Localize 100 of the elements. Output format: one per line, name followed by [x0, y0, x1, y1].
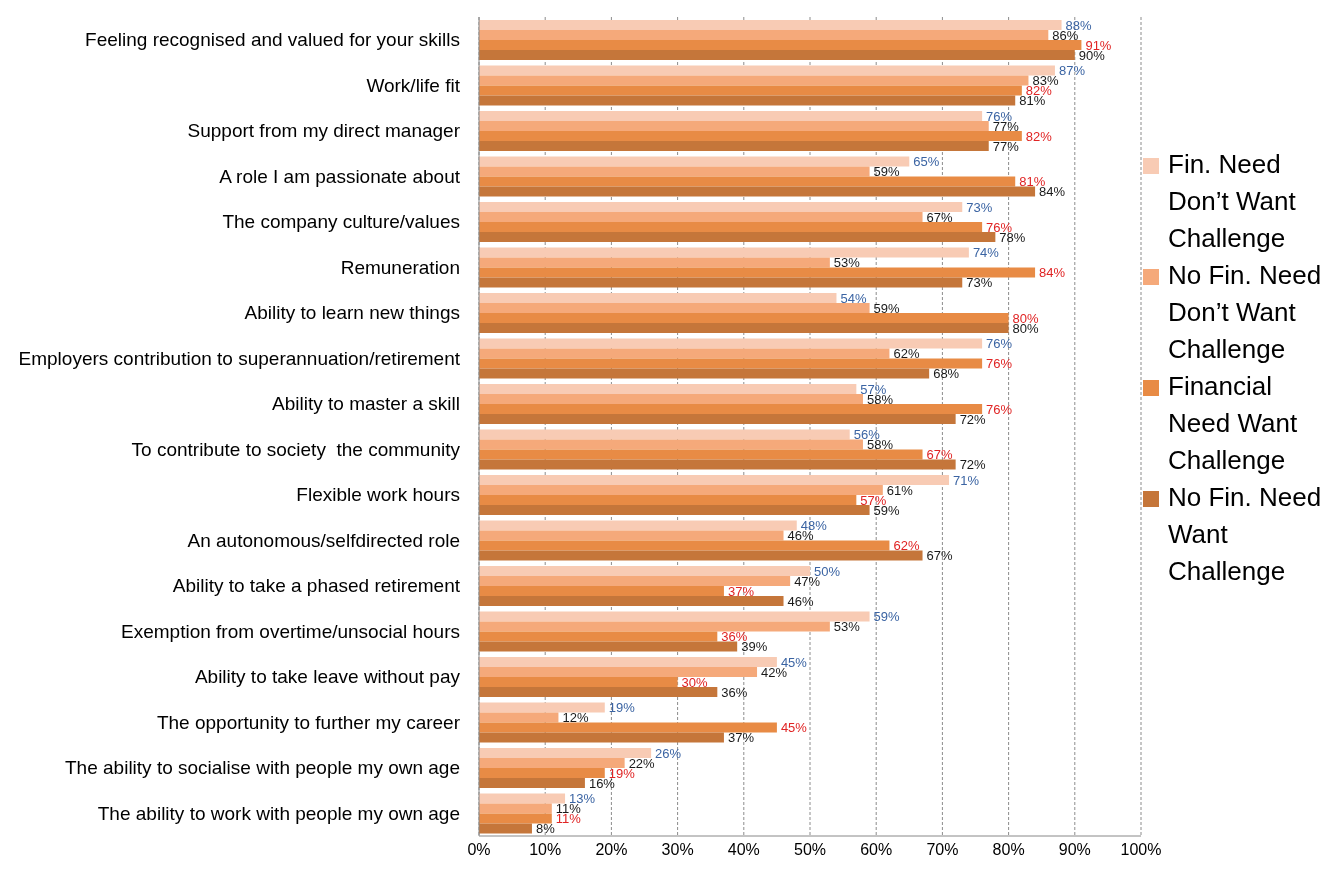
bar	[479, 677, 678, 687]
legend-label: Financial Need Want Challenge	[1168, 370, 1299, 477]
bar	[479, 358, 983, 369]
data-label: 62%	[893, 538, 920, 553]
bar	[479, 748, 652, 758]
data-label: 67%	[926, 548, 953, 563]
data-label: 76%	[986, 401, 1013, 417]
data-label: 77%	[992, 138, 1020, 154]
data-label: 67%	[926, 447, 953, 462]
bar	[479, 212, 923, 222]
bar	[479, 65, 1055, 76]
data-label: 72%	[959, 411, 987, 427]
legend-label: No Fin. Need Want Challenge	[1168, 481, 1323, 588]
y-tick-label: Feeling recognised and valued for your skills	[85, 29, 460, 51]
y-tick-label: Flexible work hours	[296, 484, 460, 506]
data-label: 72%	[959, 457, 987, 472]
bar	[479, 30, 1049, 40]
x-tick-label: 90%	[1058, 841, 1091, 859]
data-label: 59%	[873, 609, 901, 624]
bar	[479, 449, 923, 460]
data-label: 65%	[913, 154, 940, 169]
bar	[479, 166, 870, 177]
bar	[479, 368, 930, 379]
bar	[479, 586, 724, 596]
bar	[479, 459, 956, 470]
bar	[479, 267, 1036, 278]
x-tick-label: 80%	[992, 841, 1025, 859]
bar	[479, 313, 1009, 323]
x-tick-label: 50%	[793, 841, 827, 859]
y-tick-label: The company culture/values	[222, 211, 460, 233]
data-label: 82%	[1025, 128, 1053, 144]
bar	[479, 384, 857, 394]
bar	[479, 813, 552, 824]
bar	[479, 247, 969, 258]
data-label: 12%	[562, 710, 589, 725]
bar	[479, 702, 605, 713]
data-label: 36%	[721, 684, 748, 700]
data-label: 76%	[986, 356, 1013, 371]
y-tick-label: The ability to socialise with people my own age	[65, 757, 460, 779]
bar	[479, 222, 983, 232]
bar	[479, 576, 791, 586]
bar	[479, 667, 758, 677]
bar	[479, 95, 1016, 106]
data-label: 73%	[966, 199, 993, 215]
bar	[479, 732, 724, 743]
y-tick-label: Support from my direct manager	[187, 120, 461, 142]
bar	[479, 186, 1036, 197]
bar	[479, 414, 956, 424]
data-label: 54%	[840, 290, 867, 306]
x-tick-label: 0%	[467, 841, 491, 859]
x-tick-label: 100%	[1120, 841, 1162, 859]
bar	[479, 768, 605, 778]
bar	[479, 687, 718, 697]
y-tick-label: Ability to learn new things	[244, 302, 460, 324]
data-label: 87%	[1058, 63, 1086, 78]
bar	[479, 485, 883, 495]
bar	[479, 85, 1022, 96]
bar	[479, 394, 863, 404]
data-label: 19%	[608, 700, 636, 715]
bar	[479, 429, 850, 440]
y-tick-label: A role I am passionate about	[219, 165, 461, 187]
data-label: 68%	[933, 366, 960, 381]
data-label: 59%	[873, 300, 901, 316]
bar	[479, 323, 1009, 333]
x-tick-label: 70%	[926, 841, 959, 859]
bar	[479, 611, 870, 622]
bar	[479, 823, 532, 834]
data-label: 8%	[535, 821, 556, 836]
x-tick-label: 60%	[860, 841, 893, 859]
bar	[479, 631, 718, 642]
bar	[479, 621, 830, 632]
data-label: 37%	[727, 730, 755, 745]
bar	[479, 75, 1029, 86]
y-tick-label: Work/life fit	[366, 74, 461, 96]
y-tick-label: Employers contribution to superannuation/retirement	[18, 347, 461, 369]
bar	[479, 111, 983, 121]
x-tick-label: 30%	[661, 841, 694, 859]
bar	[479, 596, 784, 606]
data-label: 45%	[780, 720, 808, 735]
bar	[479, 641, 738, 652]
data-label: 13%	[569, 791, 596, 806]
data-label: 71%	[953, 472, 980, 488]
bar	[479, 277, 963, 288]
bar	[479, 20, 1062, 30]
legend-label: Fin. Need Don’t Want Challenge	[1168, 148, 1297, 255]
data-label: 16%	[588, 775, 616, 791]
bar	[479, 778, 585, 788]
bar	[479, 404, 983, 414]
bar	[479, 348, 890, 359]
bar	[479, 550, 923, 561]
y-tick-label: Ability to take leave without pay	[194, 666, 461, 688]
bar	[479, 793, 566, 804]
bar	[479, 475, 950, 485]
bar	[479, 505, 870, 515]
data-label: 46%	[787, 593, 814, 609]
bar	[479, 803, 552, 814]
bar	[479, 439, 863, 450]
y-tick-label: The opportunity to further my career	[156, 711, 461, 733]
y-tick-label: Remuneration	[340, 256, 460, 278]
bar	[479, 540, 890, 551]
